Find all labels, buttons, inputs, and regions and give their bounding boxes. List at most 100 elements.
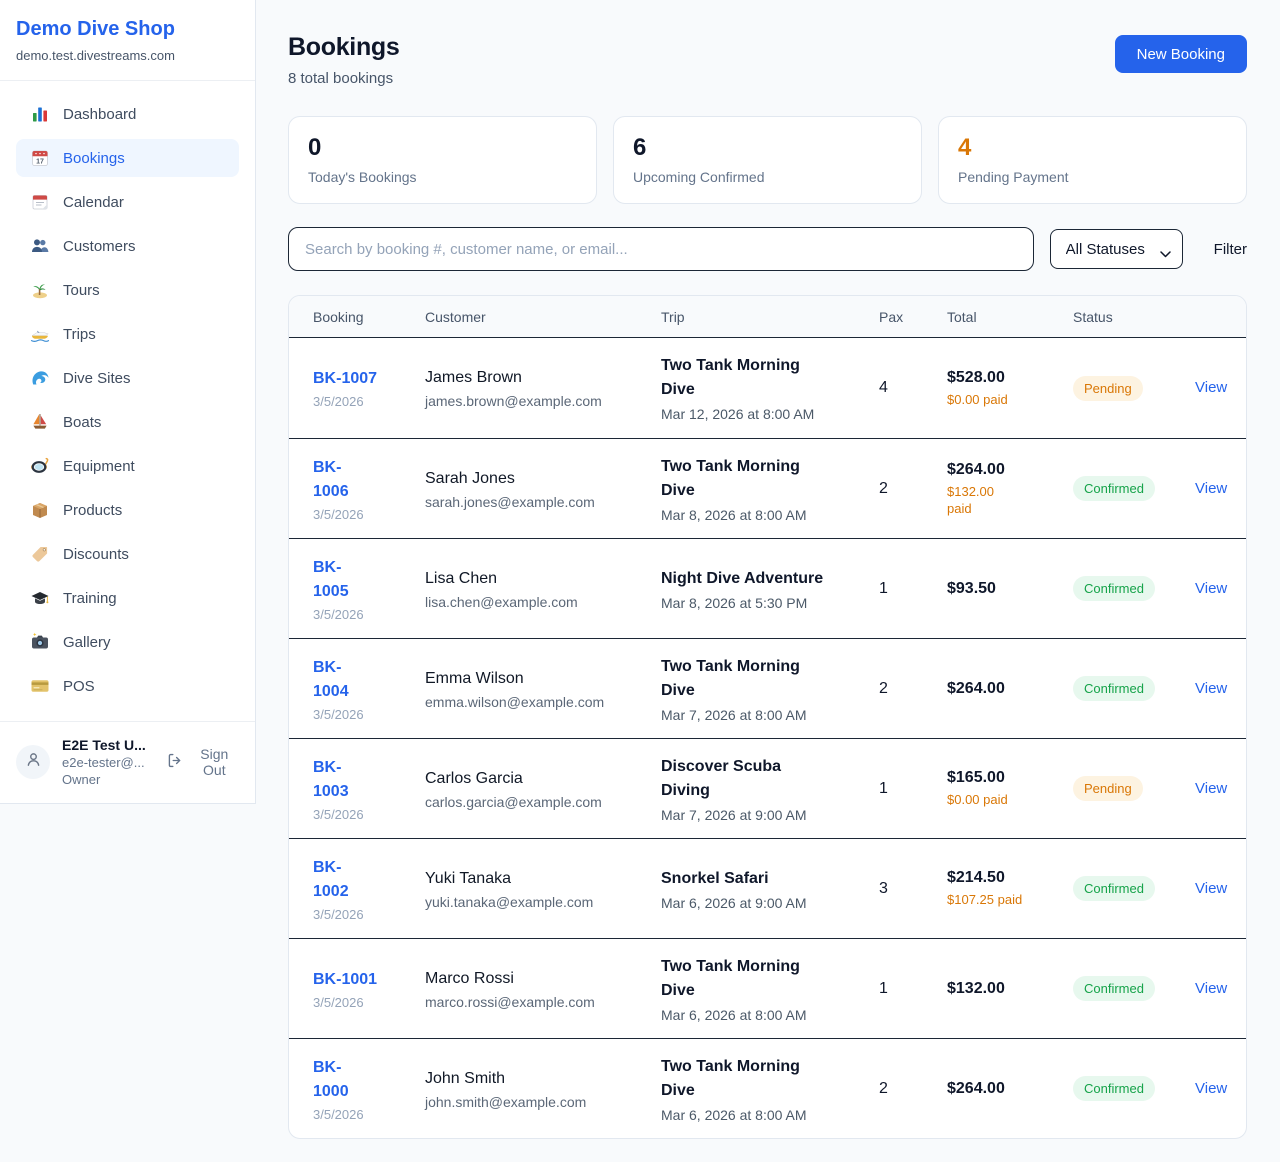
- sidebar-item-trips[interactable]: Trips: [16, 315, 239, 353]
- table-row: BK- 1003 3/5/2026 Carlos Garcia carlos.g…: [289, 738, 1246, 838]
- booking-id-link[interactable]: BK- 1002: [313, 858, 349, 900]
- customer-cell: Emma Wilson emma.wilson@example.com: [425, 668, 661, 710]
- customer-name: Emma Wilson: [425, 669, 524, 687]
- sidebar-item-calendar[interactable]: Calendar: [16, 183, 239, 221]
- sidebar-item-label: Equipment: [63, 457, 135, 475]
- view-link[interactable]: View: [1195, 379, 1228, 396]
- new-booking-button[interactable]: New Booking: [1114, 35, 1247, 73]
- customer-cell: Marco Rossi marco.rossi@example.com: [425, 968, 661, 1010]
- view-link[interactable]: View: [1195, 579, 1228, 597]
- booking-id-link[interactable]: BK- 1005: [313, 558, 349, 600]
- pax-value: 1: [879, 979, 888, 997]
- grad-cap-icon: [30, 588, 50, 608]
- actions-cell: View: [1195, 980, 1227, 998]
- booking-cell: BK- 1000 3/5/2026: [313, 1056, 425, 1122]
- stat-card-today-s-bookings: 0 Today's Bookings: [288, 116, 597, 204]
- sidebar-item-equipment[interactable]: Equipment: [16, 447, 239, 485]
- total-amount: $264.00: [947, 679, 1005, 697]
- customer-cell: John Smith john.smith@example.com: [425, 1068, 661, 1110]
- sidebar-item-boats[interactable]: Boats: [16, 403, 239, 441]
- customer-email: marco.rossi@example.com: [425, 993, 595, 1010]
- total-amount: $264.00: [947, 460, 1005, 478]
- column-header-total: Total: [947, 308, 977, 325]
- sidebar-item-label: Discounts: [63, 545, 129, 563]
- total-cell: $264.00: [947, 1080, 1073, 1098]
- sidebar: Demo Dive Shop demo.test.divestreams.com…: [0, 0, 256, 804]
- table-row: BK- 1002 3/5/2026 Yuki Tanaka yuki.tanak…: [289, 838, 1246, 938]
- column-header-pax: Pax: [879, 308, 904, 325]
- booking-date: 3/5/2026: [313, 506, 364, 522]
- total-cell: $132.00: [947, 980, 1073, 998]
- booking-date: 3/5/2026: [313, 394, 364, 409]
- booking-id-link[interactable]: BK-1001: [313, 970, 378, 988]
- sidebar-item-gallery[interactable]: Gallery: [16, 623, 239, 661]
- sidebar-user-footer: E2E Test U... e2e-tester@... Owner Sign …: [0, 721, 255, 803]
- paid-amount: $132.00 paid: [947, 483, 994, 516]
- total-cell: $264.00: [947, 680, 1073, 698]
- status-cell: Pending: [1073, 776, 1195, 801]
- trip-datetime: Mar 8, 2026 at 5:30 PM: [661, 594, 808, 611]
- sidebar-item-pos[interactable]: POS: [16, 667, 239, 705]
- trip-cell: Two Tank Morning Dive Mar 8, 2026 at 8:0…: [661, 455, 879, 523]
- sidebar-item-discounts[interactable]: Discounts: [16, 535, 239, 573]
- sidebar-item-training[interactable]: Training: [16, 579, 239, 617]
- total-amount: $214.50: [947, 869, 1005, 886]
- brand-name: Demo Dive Shop: [16, 18, 175, 40]
- sidebar-item-customers[interactable]: Customers: [16, 227, 239, 265]
- trip-cell: Discover Scuba Diving Mar 7, 2026 at 9:0…: [661, 755, 879, 823]
- booking-cell: BK- 1002 3/5/2026: [313, 856, 425, 922]
- bookings-table: Booking Customer Trip Pax Total Status B…: [288, 295, 1247, 1139]
- view-link[interactable]: View: [1195, 679, 1228, 697]
- stats-row: 0 Today's Bookings 6 Upcoming Confirmed …: [288, 116, 1247, 204]
- booking-id-link[interactable]: BK- 1006: [313, 458, 349, 500]
- trip-datetime: Mar 7, 2026 at 9:00 AM: [661, 806, 807, 823]
- sidebar-item-label: Bookings: [63, 149, 125, 167]
- table-body: BK-1007 3/5/2026 James Brown james.brown…: [289, 338, 1246, 1138]
- trip-datetime: Mar 8, 2026 at 8:00 AM: [661, 506, 807, 523]
- customer-name: James Brown: [425, 369, 522, 386]
- booking-id-link[interactable]: BK- 1004: [313, 658, 349, 700]
- view-link[interactable]: View: [1195, 1079, 1228, 1097]
- page-header-text: Bookings 8 total bookings: [288, 33, 400, 87]
- view-link[interactable]: View: [1195, 779, 1228, 797]
- pax-value: 3: [879, 879, 888, 897]
- pax-value: 2: [879, 679, 888, 697]
- paid-amount: $107.25 paid: [947, 892, 1023, 907]
- sign-out-button[interactable]: Sign Out: [166, 746, 239, 778]
- sidebar-item-tours[interactable]: Tours: [16, 271, 239, 309]
- customer-cell: Lisa Chen lisa.chen@example.com: [425, 568, 661, 610]
- actions-cell: View: [1195, 480, 1227, 498]
- speedboat-icon: [30, 324, 50, 344]
- sidebar-item-bookings[interactable]: 17 Bookings: [16, 139, 239, 177]
- page-header: Bookings 8 total bookings New Booking: [288, 33, 1247, 87]
- trip-datetime: Mar 6, 2026 at 9:00 AM: [661, 894, 807, 911]
- view-link[interactable]: View: [1195, 879, 1228, 897]
- filter-button[interactable]: Filter: [1213, 240, 1247, 258]
- actions-cell: View: [1195, 1080, 1227, 1098]
- page-subtitle: 8 total bookings: [288, 70, 394, 87]
- customer-email: james.brown@example.com: [425, 393, 602, 409]
- status-cell: Confirmed: [1073, 1076, 1195, 1101]
- search-input[interactable]: [288, 227, 1034, 271]
- status-cell: Confirmed: [1073, 876, 1195, 901]
- status-select[interactable]: All Statuses: [1049, 229, 1183, 269]
- view-link[interactable]: View: [1195, 479, 1228, 497]
- booking-cell: BK- 1006 3/5/2026: [313, 456, 425, 522]
- trip-datetime: Mar 7, 2026 at 8:00 AM: [661, 706, 807, 723]
- booking-id-link[interactable]: BK- 1000: [313, 1058, 349, 1100]
- customer-name: Lisa Chen: [425, 569, 498, 587]
- booking-cell: BK- 1003 3/5/2026: [313, 756, 425, 822]
- trip-cell: Two Tank Morning Dive Mar 7, 2026 at 8:0…: [661, 655, 879, 723]
- booking-id-link[interactable]: BK- 1003: [313, 758, 349, 800]
- svg-text:17: 17: [36, 159, 44, 166]
- booking-id-link[interactable]: BK-1007: [313, 370, 378, 387]
- sidebar-item-products[interactable]: Products: [16, 491, 239, 529]
- view-link[interactable]: View: [1195, 979, 1228, 997]
- status-badge: Confirmed: [1073, 676, 1155, 701]
- sidebar-item-label: POS: [63, 677, 95, 695]
- sidebar-item-dive-sites[interactable]: Dive Sites: [16, 359, 239, 397]
- main-content: Bookings 8 total bookings New Booking 0 …: [256, 0, 1280, 1139]
- sidebar-item-dashboard[interactable]: Dashboard: [16, 95, 239, 133]
- table-row: BK- 1006 3/5/2026 Sarah Jones sarah.jone…: [289, 438, 1246, 538]
- pax-value: 4: [879, 379, 888, 396]
